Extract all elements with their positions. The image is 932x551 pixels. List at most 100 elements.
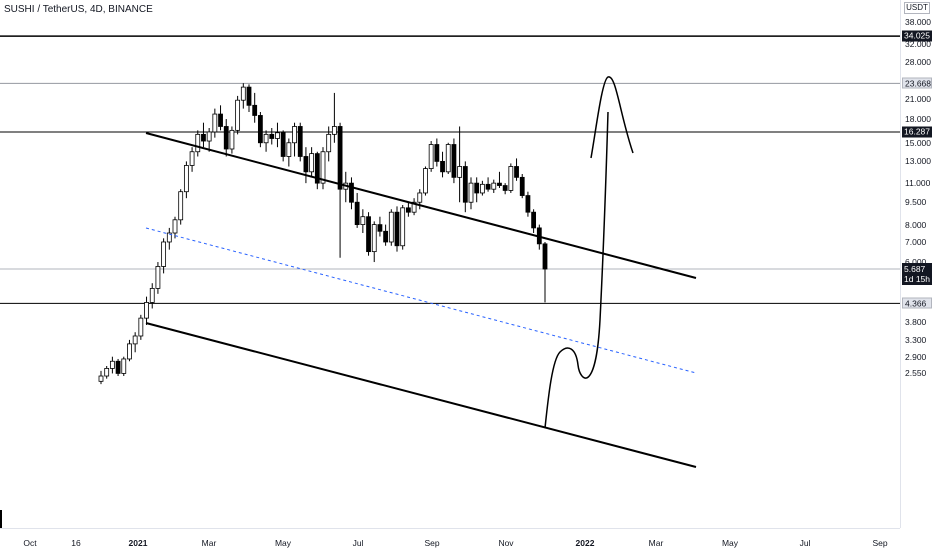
candle[interactable]	[275, 122, 280, 148]
candle[interactable]	[434, 138, 440, 167]
time-label: 16	[71, 538, 81, 548]
channel-upper-line[interactable]	[145, 132, 697, 279]
candle[interactable]	[189, 147, 195, 172]
candle[interactable]	[121, 356, 127, 377]
candle[interactable]	[331, 92, 337, 143]
candle[interactable]	[440, 151, 445, 178]
forecast-arc[interactable]	[590, 76, 634, 159]
candle[interactable]	[474, 177, 480, 203]
candle[interactable]	[497, 171, 502, 188]
candle[interactable]	[451, 138, 457, 184]
candle[interactable]	[161, 238, 167, 274]
price-tick: 13.000	[905, 156, 931, 167]
candle[interactable]	[457, 126, 463, 203]
candle[interactable]	[195, 130, 201, 157]
time-label: Sep	[872, 538, 888, 548]
candle[interactable]	[502, 183, 508, 195]
candle[interactable]	[491, 179, 497, 193]
price-axis[interactable]: 50.00038.00032.00028.00021.00018.00015.0…	[900, 0, 932, 528]
candle[interactable]	[98, 370, 104, 385]
candle[interactable]	[280, 130, 286, 162]
candle[interactable]	[229, 126, 235, 154]
candle[interactable]	[377, 216, 383, 237]
candle[interactable]	[423, 166, 428, 196]
candle[interactable]	[269, 128, 275, 145]
candle[interactable]	[218, 105, 223, 131]
candle[interactable]	[360, 209, 366, 234]
time-label: Sep	[424, 538, 440, 548]
channel-lower-line[interactable]	[145, 322, 697, 468]
candle[interactable]	[235, 95, 241, 135]
candle[interactable]	[206, 128, 212, 152]
candle[interactable]	[468, 177, 474, 210]
candle[interactable]	[309, 147, 315, 178]
candle[interactable]	[104, 365, 110, 379]
candle[interactable]	[514, 158, 519, 181]
price-tick: 38.000	[905, 16, 931, 27]
candle[interactable]	[246, 84, 252, 112]
candle[interactable]	[201, 122, 206, 148]
candle[interactable]	[314, 151, 320, 190]
candle[interactable]	[155, 262, 161, 294]
candle[interactable]	[405, 202, 411, 217]
time-label: Jul	[799, 538, 811, 548]
candle[interactable]	[212, 108, 218, 138]
time-axis[interactable]: Oct 16 2021 Mar May Jul Sep Nov 2022 Mar May Jul Sep	[0, 528, 900, 551]
candle[interactable]	[178, 189, 184, 225]
candle[interactable]	[286, 138, 292, 167]
price-tick: 21.000	[905, 93, 931, 104]
chart-canvas[interactable]	[0, 0, 900, 528]
candle[interactable]	[149, 283, 155, 309]
candle[interactable]	[411, 198, 417, 216]
candle[interactable]	[519, 174, 525, 199]
candle[interactable]	[326, 126, 332, 162]
candle[interactable]	[166, 227, 172, 250]
time-label: Jul	[352, 538, 364, 548]
candle[interactable]	[337, 122, 343, 258]
forecast-path[interactable]	[544, 111, 609, 429]
candle[interactable]	[138, 314, 144, 340]
candle[interactable]	[525, 191, 531, 217]
candle[interactable]	[388, 209, 394, 246]
bar-countdown: 1d 15h	[904, 274, 930, 285]
candle[interactable]	[531, 209, 537, 234]
candle[interactable]	[445, 142, 451, 175]
candle[interactable]	[428, 141, 434, 172]
price-tick: 6.000	[905, 257, 926, 267]
candle[interactable]	[394, 206, 400, 252]
candle[interactable]	[485, 177, 491, 192]
candle[interactable]	[257, 111, 263, 148]
time-label: May	[721, 538, 739, 548]
candle[interactable]	[383, 224, 389, 246]
candle[interactable]	[172, 216, 178, 239]
candle[interactable]	[479, 180, 485, 196]
candle[interactable]	[240, 83, 246, 109]
candle[interactable]	[366, 212, 371, 256]
candle[interactable]	[144, 296, 149, 325]
candle[interactable]	[371, 221, 377, 263]
candle[interactable]	[127, 339, 132, 362]
candle[interactable]	[297, 122, 303, 162]
candle[interactable]	[320, 147, 326, 190]
candle[interactable]	[354, 192, 360, 228]
candle[interactable]	[292, 122, 297, 157]
candle[interactable]	[462, 161, 468, 213]
currency-unit[interactable]: USDT	[904, 2, 930, 14]
candle[interactable]	[223, 119, 229, 157]
time-label: Nov	[498, 538, 514, 548]
price-tick: 18.000	[905, 114, 931, 125]
candle[interactable]	[303, 147, 309, 184]
candle[interactable]	[252, 92, 258, 123]
candle[interactable]	[132, 332, 138, 353]
candle[interactable]	[400, 204, 406, 250]
channel-midline[interactable]	[145, 227, 697, 374]
price-label-16: 16.287	[902, 126, 932, 138]
candle[interactable]	[508, 163, 514, 193]
candle[interactable]	[109, 356, 115, 374]
candle[interactable]	[115, 358, 121, 377]
candle[interactable]	[349, 177, 354, 210]
candle[interactable]	[183, 161, 189, 199]
candle[interactable]	[263, 130, 269, 152]
candle[interactable]	[542, 241, 548, 303]
